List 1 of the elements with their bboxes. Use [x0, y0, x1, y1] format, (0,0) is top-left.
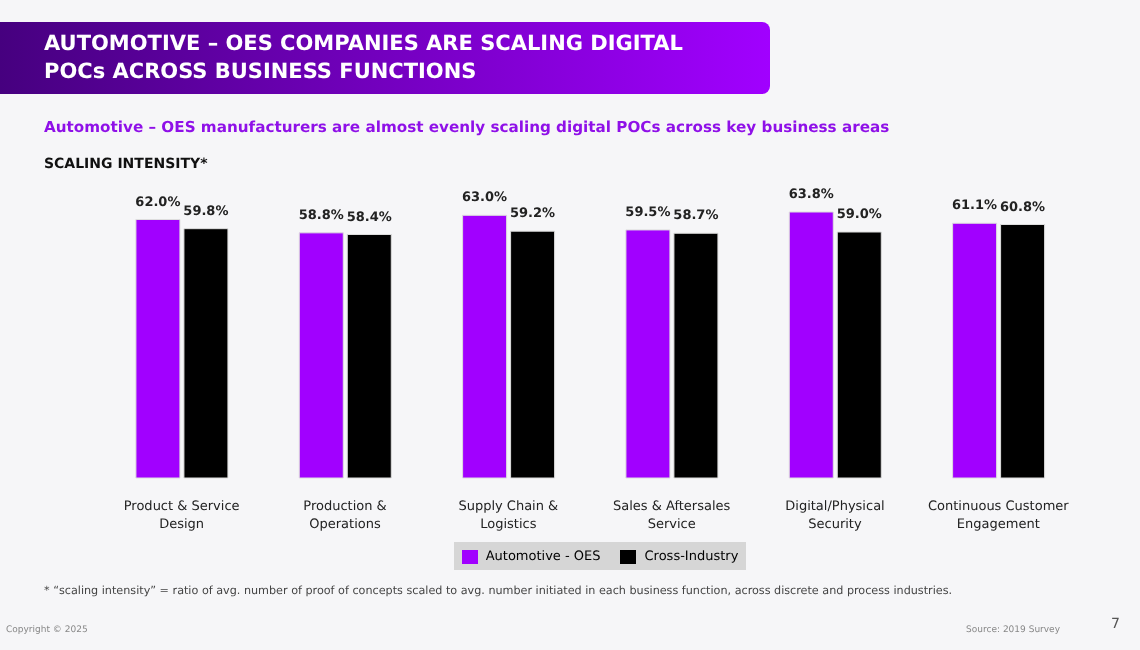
chart-title: AUTOMOTIVE – OES COMPANIES ARE SCALING DIGITAL POCs ACROSS BUSINESS FUNCTIONS: [44, 32, 685, 88]
